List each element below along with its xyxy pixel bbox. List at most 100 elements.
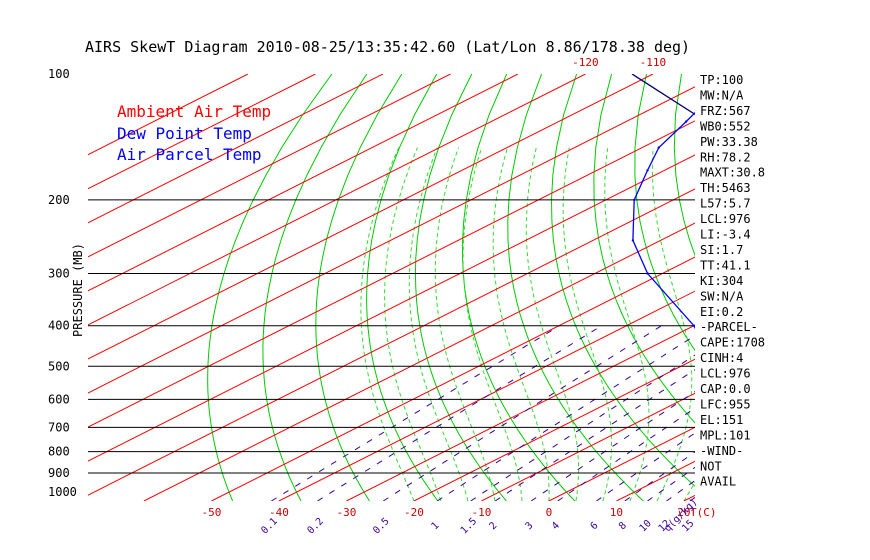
cape-hatch — [786, 256, 822, 263]
cape-hatch — [785, 251, 820, 258]
isotherm — [88, 74, 654, 360]
cape-hatch — [772, 407, 807, 413]
index-value: LFC:955 — [700, 397, 751, 411]
ambient-temp-marker — [764, 146, 766, 148]
cape-hatch — [782, 223, 810, 230]
mixing-ratio-line — [317, 325, 602, 501]
dew-point-marker — [692, 324, 695, 327]
mixing-ratio-tick-label: 8 — [617, 520, 629, 532]
dry-adiabat — [550, 74, 695, 487]
cape-hatch — [780, 185, 792, 191]
cape-hatch — [787, 262, 824, 269]
pressure-tick-label: 700 — [48, 420, 70, 434]
cape-hatch — [782, 204, 805, 210]
dew-point-marker — [631, 239, 635, 242]
cape-hatch — [779, 388, 817, 394]
ambient-temp-marker — [744, 491, 746, 493]
cape-hatch — [778, 176, 785, 183]
cape-hatch — [771, 410, 805, 417]
cape-hatch — [746, 462, 763, 468]
dew-point-marker — [646, 169, 649, 172]
dry-adiabat — [821, 74, 870, 501]
index-value: AVAIL — [700, 475, 736, 489]
mixing-ratio-tick-label: 0.1 — [259, 516, 280, 537]
index-value: SI:1.7 — [700, 243, 743, 257]
profiles — [631, 74, 870, 493]
pressure-tick-label: 400 — [48, 319, 70, 333]
dry-adiabat — [207, 74, 333, 501]
cape-hatch — [782, 212, 807, 219]
cape-hatch — [778, 393, 815, 400]
y-axis-label: PRESSURE (MB) — [71, 243, 85, 337]
cape-hatch — [785, 358, 828, 364]
cape-hatch — [789, 338, 832, 344]
background-grid — [88, 74, 870, 501]
cape-hatch — [742, 470, 754, 477]
ambient-temp-line — [739, 74, 870, 492]
index-value: -PARCEL- — [700, 320, 758, 334]
cape-hatch — [754, 443, 782, 450]
bottom-temp-tick-label: -30 — [336, 506, 356, 519]
cape-hatch — [773, 160, 774, 166]
cape-hatch — [781, 377, 822, 383]
dew-point-marker — [657, 146, 660, 149]
moist-adiabat — [819, 148, 870, 501]
isotherm — [751, 74, 870, 501]
legend-parcel: Air Parcel Temp — [117, 145, 262, 164]
bottom-temp-tick-label: -50 — [201, 506, 221, 519]
isotherm — [88, 74, 249, 156]
dry-adiabat — [366, 74, 439, 501]
cape-hatch — [789, 284, 829, 290]
bottom-temp-tick-label: 0 — [546, 506, 553, 519]
index-value: CAPE:1708 — [700, 336, 765, 350]
legend: Ambient Air Temp Dew Point Temp Air Parc… — [117, 102, 271, 164]
cape-hatch — [784, 366, 827, 373]
moist-adiabat — [462, 147, 523, 501]
cape-hatch — [783, 231, 814, 238]
cape-hatch — [788, 270, 826, 277]
isotherm — [481, 392, 695, 501]
index-value: -WIND- — [700, 444, 743, 458]
cape-hatching — [739, 149, 834, 482]
dry-adiabat — [593, 74, 695, 424]
cape-hatch — [769, 155, 772, 161]
isotherm — [819, 74, 870, 501]
mixing-ratio-line — [436, 334, 695, 501]
cape-hatch — [750, 454, 772, 461]
index-value: EI:0.2 — [700, 305, 743, 319]
cape-hatch — [790, 297, 831, 304]
cape-hatch — [745, 465, 760, 472]
cape-hatch — [791, 314, 832, 320]
cape-hatch — [782, 201, 804, 208]
cape-hatch — [751, 451, 775, 458]
isotherm — [548, 426, 695, 501]
mixing-ratio-line — [666, 479, 695, 501]
cape-hatch — [790, 294, 830, 301]
pressure-tick-label: 200 — [48, 193, 70, 207]
moist-adiabat — [525, 147, 580, 501]
index-value: FRZ:567 — [700, 104, 751, 118]
cape-hatch — [788, 341, 831, 348]
mixing-ratio-tick-label: 6 — [589, 520, 601, 532]
mixing-ratio-tick-label: 10 — [638, 518, 654, 534]
cape-hatch — [782, 374, 823, 381]
ambient-temp-marker — [740, 486, 742, 488]
isotherm — [88, 74, 316, 190]
moist-adiabat — [765, 148, 870, 501]
cape-hatch — [787, 347, 830, 354]
dry-adiabat — [414, 74, 507, 501]
cape-hatch — [788, 344, 831, 351]
dry-adiabat — [673, 74, 695, 257]
cape-hatch — [776, 165, 777, 172]
pressure-tick-label: 1000 — [48, 485, 77, 499]
ambient-temp-marker — [752, 450, 754, 452]
mixing-ratio-line — [647, 466, 695, 501]
cape-hatch — [786, 259, 822, 265]
index-value: TP:100 — [700, 73, 743, 87]
dry-adiabat — [461, 74, 576, 501]
cape-hatch — [790, 333, 834, 339]
pressure-tick-label: 100 — [48, 67, 70, 81]
bottom-temp-tick-label: -20 — [404, 506, 424, 519]
isotherm — [88, 86, 695, 394]
